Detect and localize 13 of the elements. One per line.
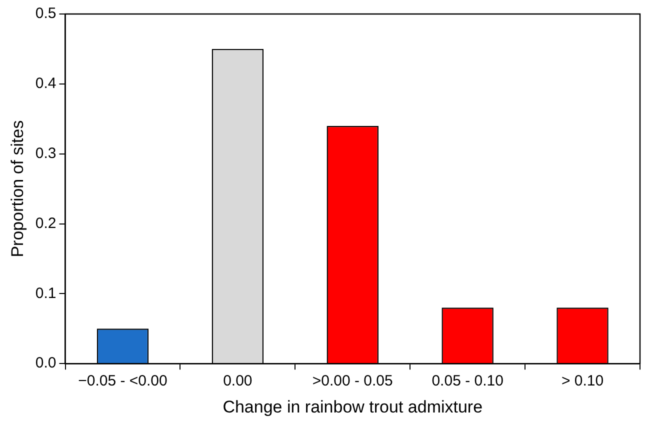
y-tick-label: 0.5 [35,5,56,22]
y-axis-title: Proportion of sites [8,120,27,258]
x-tick-label: > 0.10 [561,372,604,390]
x-axis-title: Change in rainbow trout admixture [222,397,483,416]
y-tick-label: 0.0 [35,354,56,372]
y-tick-label: 0.4 [35,75,56,92]
y-tick-label: 0.2 [35,214,56,232]
x-tick-label: 0.05 - 0.10 [432,372,504,390]
y-tick-label: 0.3 [35,144,56,162]
x-tick-label: −0.05 - <0.00 [78,372,168,390]
y-tick-label: 0.1 [35,284,56,302]
x-tick-label: >0.00 - 0.05 [312,372,393,390]
x-tick-label: 0.00 [223,372,252,390]
